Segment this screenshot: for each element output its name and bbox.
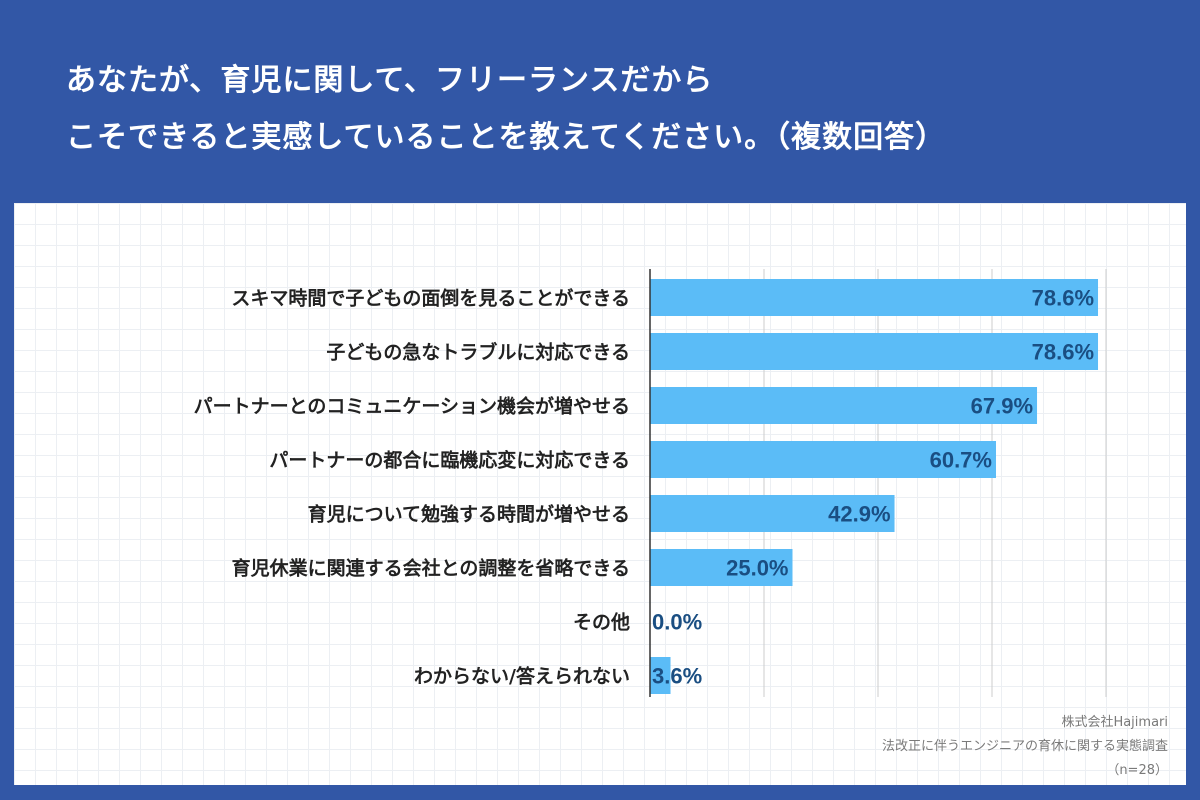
value-label: 42.9% [828,502,890,527]
bar [650,549,793,586]
value-label: 3.6% [652,664,702,689]
value-label: 67.9% [971,394,1033,419]
chart-panel: スキマ時間で子どもの面倒を見ることができる 78.6% 子どもの急なトラブルに対応で… [14,203,1186,785]
category-label: パートナーとのコミュニケーション機会が増やせる [194,395,630,418]
category-label: スキマ時間で子どもの面倒を見ることができる [231,287,630,310]
footer-survey-name: 法改正に伴うエンジニアの育休に関する実態調査 [881,739,1168,754]
chart-title-line-2: こそできると実感していることを教えてください。（複数回答） [66,120,947,155]
bar [650,495,895,532]
category-label: わからない/答えられない [414,665,630,688]
category-label: 育児休業に関連する会社との調整を省略できる [232,557,630,580]
category-label: その他 [573,611,630,634]
bar [650,441,996,478]
chart-title-line-1: あなたが、育児に関して、フリーランスだから [66,63,714,98]
bar [650,657,671,694]
header: あなたが、育児に関して、フリーランスだから こそできると実感していることを教えて… [0,0,1200,200]
value-label: 60.7% [930,448,992,473]
value-label: 25.0% [726,556,788,581]
bar [650,333,1099,370]
footer-sample-size: （n=28） [1106,763,1168,778]
bar-chart: スキマ時間で子どもの面倒を見ることができる 78.6% 子どもの急なトラブルに対応で… [194,269,1107,697]
category-label: 子どもの急なトラブルに対応できる [326,341,630,364]
bar [650,387,1038,424]
footer-company: 株式会社Hajimari [1061,715,1168,730]
bar [650,279,1099,316]
value-label: 0.0% [652,610,702,635]
value-label: 78.6% [1032,340,1094,365]
category-label: 育児について勉強する時間が増やせる [308,503,630,526]
value-label: 78.6% [1032,286,1094,311]
category-label: パートナーの都合に臨機応変に対応できる [269,449,630,472]
